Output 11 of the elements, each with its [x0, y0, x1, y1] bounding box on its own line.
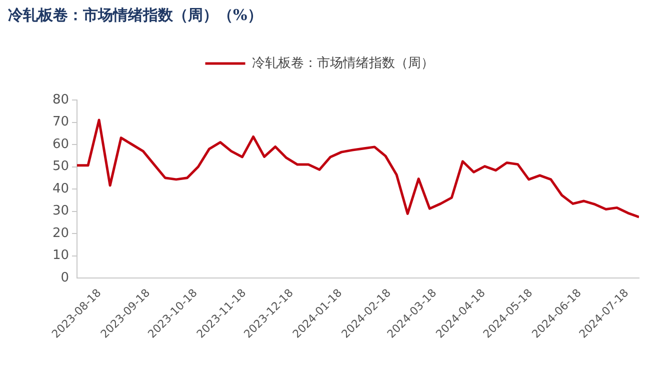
y-tick-label: 20 — [52, 226, 69, 241]
y-tick-label: 40 — [52, 181, 69, 196]
y-tick-label: 10 — [52, 248, 69, 264]
y-tick-label: 80 — [52, 92, 69, 108]
chart-title: 冷轧板卷：市场情绪指数（周）（%） — [8, 6, 262, 25]
y-tick-label: 30 — [52, 204, 69, 219]
y-tick-label: 50 — [52, 159, 69, 174]
y-tick-label: 0 — [60, 270, 69, 286]
legend-label: 冷轧板卷：市场情绪指数（周） — [252, 56, 434, 71]
y-tick-label: 70 — [52, 114, 69, 130]
y-tick-label: 60 — [52, 136, 69, 152]
